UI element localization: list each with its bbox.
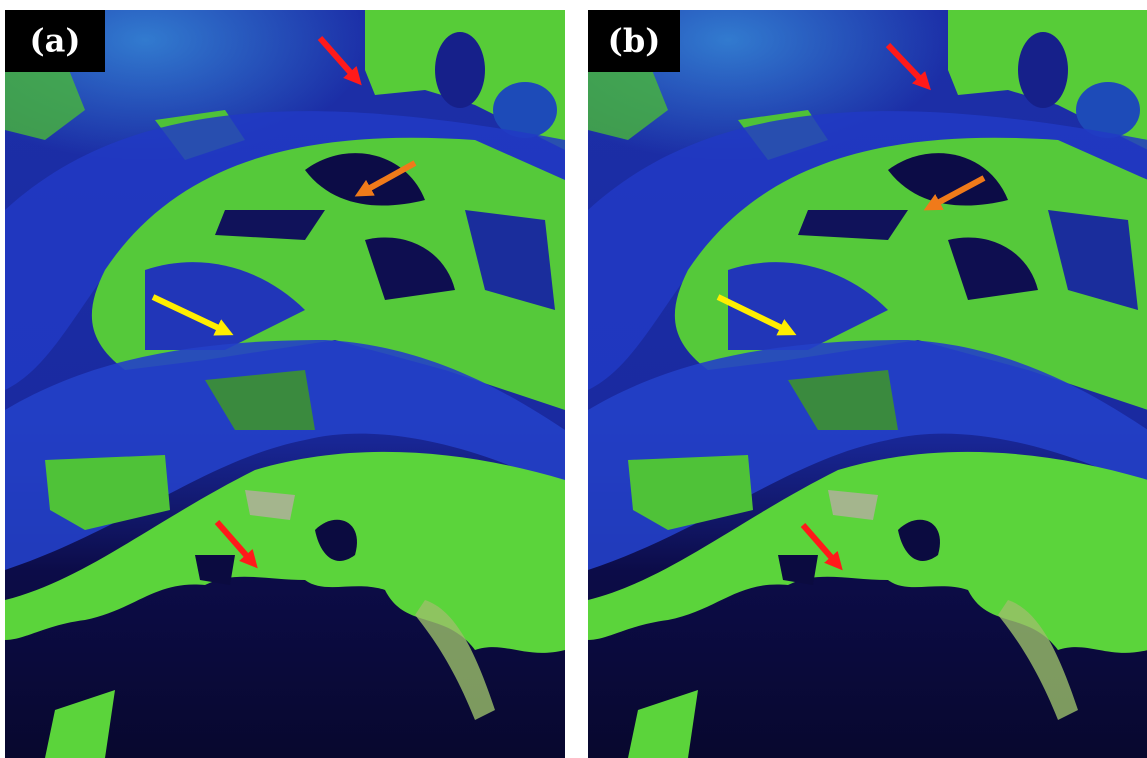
arrow [214,520,258,569]
label-box [588,10,680,72]
satellite-image [588,10,1147,758]
arrow [354,160,417,197]
arrow [716,294,797,336]
arrow [885,42,931,91]
arrow [800,523,843,571]
panel-a: (a) [5,10,565,758]
label-box [5,10,105,72]
panel-label: (a) [29,22,80,60]
panel-label: (b) [608,22,661,60]
satellite-image [5,10,565,758]
arrow [151,294,234,336]
arrow [923,175,986,211]
arrow [317,36,362,86]
panel-b: (b) [588,10,1147,758]
